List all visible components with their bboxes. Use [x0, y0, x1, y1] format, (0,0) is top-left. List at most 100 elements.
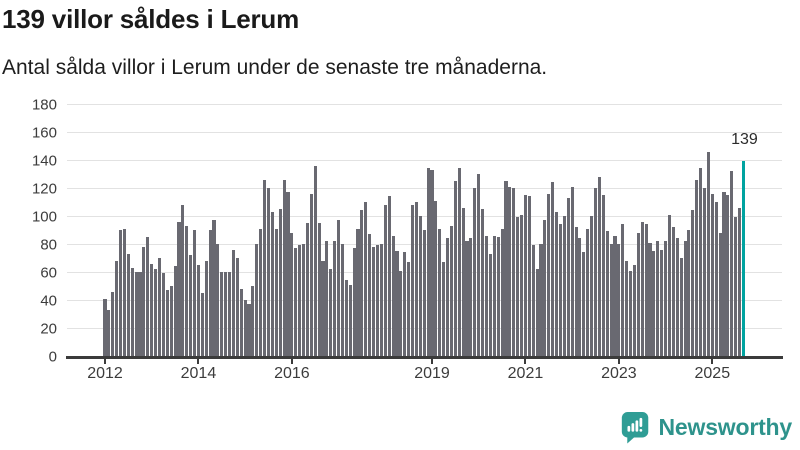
bar: [629, 270, 633, 356]
bar: [239, 288, 243, 356]
bar: [181, 204, 185, 356]
bar: [333, 241, 337, 356]
gridline: [67, 132, 782, 133]
highlighted-bar: [741, 161, 745, 356]
bar: [512, 188, 516, 356]
bar: [422, 230, 426, 356]
bar: [570, 186, 574, 356]
bar: [290, 232, 294, 356]
bar: [465, 241, 469, 356]
chart-subtitle: Antal sålda villor i Lerum under de sena…: [2, 56, 548, 79]
y-axis-tick-label: 120: [31, 180, 57, 198]
y-axis-tick-label: 60: [40, 264, 57, 282]
bar: [477, 174, 481, 356]
bar: [699, 168, 703, 356]
bar: [695, 179, 699, 356]
bar: [294, 248, 298, 356]
y-axis-tick-label: 20: [40, 320, 57, 338]
bar: [325, 241, 329, 356]
bar: [364, 202, 368, 356]
bar: [329, 269, 333, 356]
bar: [543, 220, 547, 356]
bar: [640, 221, 644, 356]
bar: [220, 272, 224, 356]
bar: [453, 181, 457, 356]
bar: [216, 244, 220, 356]
bar: [407, 262, 411, 356]
bar: [590, 216, 594, 356]
bar: [224, 272, 228, 356]
bar: [266, 188, 271, 356]
bar: [722, 192, 726, 356]
bar: [691, 210, 695, 356]
bar: [298, 245, 302, 356]
bar: [551, 182, 555, 356]
bar: [403, 252, 407, 356]
bar: [664, 241, 668, 356]
bar: [539, 244, 543, 356]
bar: [348, 284, 352, 356]
bar: [196, 265, 200, 356]
bar: [535, 269, 539, 356]
bar: [111, 291, 115, 356]
y-axis-tick-label: 0: [48, 348, 57, 366]
bar: [609, 244, 613, 356]
highlight-value-annotation: 139: [731, 131, 758, 148]
bar: [566, 197, 570, 356]
bar: [169, 286, 173, 356]
bar: [414, 202, 418, 356]
bar: [679, 258, 683, 356]
bar: [434, 200, 438, 356]
bar: [652, 251, 656, 356]
bar: [344, 280, 348, 356]
bar: [730, 171, 734, 356]
bar: [446, 238, 450, 356]
bar: [126, 253, 130, 356]
bar: [578, 238, 582, 356]
bar: [660, 249, 664, 356]
bar: [625, 260, 629, 356]
bar: [352, 248, 356, 356]
bar: [636, 232, 640, 356]
bar: [593, 188, 598, 356]
x-axis-tick-label: 2021: [507, 365, 544, 382]
bar: [142, 246, 146, 356]
bar: [492, 235, 496, 356]
bar: [702, 188, 707, 356]
bar: [562, 216, 566, 356]
y-axis-tick-label: 80: [40, 236, 57, 254]
gridline: [67, 160, 782, 161]
x-axis-tick-label: 2025: [694, 365, 731, 382]
bar: [337, 220, 341, 356]
bar: [613, 235, 617, 356]
bar: [192, 230, 197, 356]
bar: [399, 270, 403, 356]
bar: [734, 217, 738, 356]
bar: [313, 165, 317, 356]
bar: [317, 223, 321, 356]
bar: [270, 211, 274, 356]
bar: [119, 230, 123, 356]
bar: [356, 228, 360, 356]
bar: [621, 224, 625, 356]
bar: [632, 265, 636, 356]
bar: [103, 298, 107, 356]
bar: [644, 224, 648, 356]
bar: [426, 168, 430, 356]
newsworthy-logo[interactable]: Newsworthy: [620, 411, 792, 444]
bar: [418, 216, 422, 356]
bar: [683, 241, 687, 356]
bar: [173, 266, 177, 356]
bar: [255, 244, 259, 356]
bar: [520, 214, 524, 356]
bar: [656, 241, 660, 356]
gridline: [67, 104, 782, 105]
bar: [165, 290, 169, 356]
y-axis-tick-label: 180: [31, 96, 57, 114]
bar: [321, 260, 325, 356]
bar: [516, 217, 520, 356]
bar: [461, 207, 465, 356]
bar: [228, 272, 232, 356]
